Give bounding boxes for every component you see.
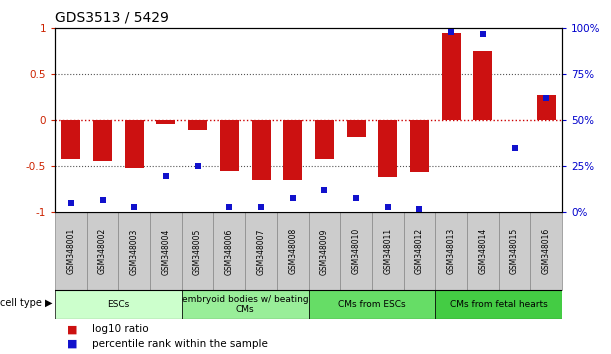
Bar	[213, 212, 245, 290]
Bar	[61, 120, 81, 159]
Bar	[499, 212, 530, 290]
Bar	[277, 212, 309, 290]
Bar	[530, 212, 562, 290]
Text: GSM348016: GSM348016	[542, 228, 551, 274]
Bar	[474, 51, 492, 120]
Text: ESCs: ESCs	[108, 300, 130, 309]
Bar	[55, 212, 87, 290]
Text: GSM348001: GSM348001	[67, 228, 75, 274]
Text: GSM348013: GSM348013	[447, 228, 456, 274]
Point	[320, 188, 329, 193]
Bar	[537, 95, 556, 120]
Bar	[309, 290, 435, 319]
Text: ■: ■	[67, 339, 78, 349]
Point	[66, 200, 76, 206]
Bar	[245, 212, 277, 290]
Point	[161, 173, 171, 178]
Bar	[378, 120, 397, 177]
Text: GSM348009: GSM348009	[320, 228, 329, 275]
Point	[383, 204, 393, 210]
Bar	[346, 120, 365, 137]
Text: ■: ■	[67, 324, 78, 334]
Bar	[182, 212, 213, 290]
Text: CMs from fetal hearts: CMs from fetal hearts	[450, 300, 547, 309]
Point	[415, 206, 425, 212]
Bar	[372, 212, 404, 290]
Bar	[442, 33, 461, 120]
Bar	[284, 120, 302, 180]
Point	[288, 195, 298, 200]
Text: GSM348004: GSM348004	[161, 228, 170, 275]
Point	[130, 204, 139, 210]
Text: GSM348011: GSM348011	[383, 228, 392, 274]
Point	[192, 164, 202, 169]
Bar	[156, 120, 175, 124]
Point	[256, 204, 266, 210]
Point	[510, 145, 519, 151]
Bar	[435, 212, 467, 290]
Bar	[87, 212, 119, 290]
Text: GSM348005: GSM348005	[193, 228, 202, 275]
Text: CMs from ESCs: CMs from ESCs	[338, 300, 406, 309]
Text: GSM348007: GSM348007	[257, 228, 266, 275]
Bar	[220, 120, 239, 171]
Bar	[315, 120, 334, 159]
Point	[224, 204, 234, 210]
Text: embryoid bodies w/ beating
CMs: embryoid bodies w/ beating CMs	[182, 295, 309, 314]
Bar	[252, 120, 271, 180]
Text: GSM348006: GSM348006	[225, 228, 234, 275]
Bar	[410, 120, 429, 172]
Text: GSM348012: GSM348012	[415, 228, 424, 274]
Bar	[435, 290, 562, 319]
Bar	[340, 212, 372, 290]
Bar	[188, 120, 207, 130]
Text: GSM348003: GSM348003	[130, 228, 139, 275]
Bar	[467, 212, 499, 290]
Text: GSM348002: GSM348002	[98, 228, 107, 274]
Point	[446, 29, 456, 35]
Point	[541, 96, 551, 101]
Text: cell type ▶: cell type ▶	[0, 298, 53, 308]
Bar	[404, 212, 435, 290]
Text: log10 ratio: log10 ratio	[92, 324, 148, 334]
Bar	[55, 290, 182, 319]
Text: GDS3513 / 5429: GDS3513 / 5429	[55, 11, 169, 25]
Point	[478, 31, 488, 37]
Point	[351, 195, 361, 200]
Text: GSM348008: GSM348008	[288, 228, 297, 274]
Bar	[309, 212, 340, 290]
Point	[98, 197, 108, 202]
Text: GSM348010: GSM348010	[351, 228, 360, 274]
Bar	[119, 212, 150, 290]
Text: GSM348015: GSM348015	[510, 228, 519, 274]
Bar	[93, 120, 112, 161]
Text: percentile rank within the sample: percentile rank within the sample	[92, 339, 268, 349]
Bar	[182, 290, 309, 319]
Text: GSM348014: GSM348014	[478, 228, 488, 274]
Bar	[125, 120, 144, 168]
Bar	[150, 212, 182, 290]
